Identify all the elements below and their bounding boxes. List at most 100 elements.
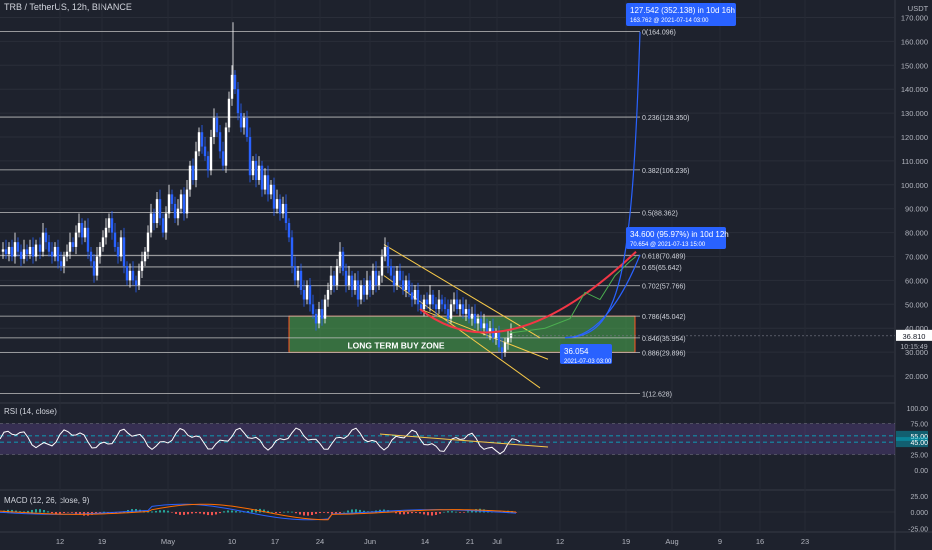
price-tick: 170.000 xyxy=(901,14,928,23)
time-tick: May xyxy=(161,537,175,546)
candle-body xyxy=(116,246,120,257)
macd-histogram-bar xyxy=(283,511,285,513)
macd-histogram-bar xyxy=(503,511,505,513)
candle-body xyxy=(176,208,180,219)
macd-histogram-bar xyxy=(103,511,105,513)
candle-body xyxy=(323,299,327,319)
candle-body xyxy=(7,246,11,255)
candle-body xyxy=(353,280,357,290)
projection-2-label-line2: 70.654 @ 2021-07-13 15:00 xyxy=(630,242,706,248)
time-tick: 12 xyxy=(56,537,64,546)
buy-zone-label: LONG TERM BUY ZONE xyxy=(347,340,444,350)
time-tick: 12 xyxy=(556,537,564,546)
macd-histogram-bar xyxy=(215,512,217,515)
rsi-tick: 100.00 xyxy=(907,406,929,413)
macd-signal-line xyxy=(0,503,517,521)
macd-histogram-bar xyxy=(443,511,445,513)
candle-body xyxy=(224,127,228,166)
candle-body xyxy=(359,285,363,300)
candle-body xyxy=(473,313,477,324)
candle-body xyxy=(65,251,69,257)
candle-body xyxy=(134,280,138,286)
macd-histogram-bar xyxy=(27,510,29,513)
candle-body xyxy=(98,246,102,257)
candle-body xyxy=(266,175,270,195)
candle-body xyxy=(200,132,204,147)
candle-body xyxy=(320,309,324,319)
candle-body xyxy=(470,313,474,319)
price-tick: 130.000 xyxy=(901,109,928,118)
macd-histogram-bar xyxy=(351,509,353,513)
candle-body xyxy=(392,275,396,286)
candle-body xyxy=(227,98,231,128)
candle-body xyxy=(10,246,14,257)
time-tick: 21 xyxy=(466,537,474,546)
macd-histogram-bar xyxy=(295,512,297,514)
candle-body xyxy=(56,246,60,262)
time-tick: Aug xyxy=(665,537,678,546)
macd-histogram-bar xyxy=(195,512,197,514)
candle-body xyxy=(386,246,390,267)
candle-body xyxy=(431,294,435,305)
candle-body xyxy=(113,232,117,247)
macd-histogram-bar xyxy=(155,510,157,513)
candle-body xyxy=(416,289,420,305)
candle-body xyxy=(398,270,402,281)
macd-histogram-bar xyxy=(435,512,437,515)
candle-body xyxy=(25,249,29,255)
candle-body xyxy=(269,184,273,195)
price-tick: 150.000 xyxy=(901,61,928,70)
candle-body xyxy=(401,280,405,290)
fib-label: 0.618(70.489) xyxy=(642,253,686,260)
candle-body xyxy=(287,223,291,238)
price-tick: 60.000 xyxy=(905,276,928,285)
macd-histogram-bar xyxy=(319,512,321,514)
macd-histogram-bar xyxy=(347,510,349,513)
candle-body xyxy=(206,156,210,171)
macd-histogram-bar xyxy=(23,511,25,513)
candle-body xyxy=(182,194,186,214)
price-tick: 140.000 xyxy=(901,85,928,94)
candle-body xyxy=(350,275,354,290)
candle-body xyxy=(479,318,483,329)
macd-histogram-bar xyxy=(455,511,457,513)
channel-top xyxy=(383,244,541,339)
candle-body xyxy=(248,137,252,176)
price-tick: 20.000 xyxy=(905,372,928,381)
channel-bottom xyxy=(383,275,541,389)
fib-label: 0(164.096) xyxy=(642,30,676,37)
macd-histogram-bar xyxy=(403,512,405,515)
candle-body xyxy=(368,280,372,290)
candle-body xyxy=(50,251,54,257)
candle-body xyxy=(440,299,444,305)
candle-body xyxy=(437,299,441,310)
fib-label: 1(12.628) xyxy=(642,392,672,399)
macd-histogram-bar xyxy=(151,511,153,513)
candle-body xyxy=(80,223,84,238)
macd-histogram-bar xyxy=(191,512,193,514)
fib-label: 0.786(45.042) xyxy=(642,314,686,321)
macd-histogram-bar xyxy=(275,512,277,514)
projection-1-label-box xyxy=(626,3,736,26)
macd-histogram-bar xyxy=(43,509,45,513)
macd-histogram-bar xyxy=(211,512,213,516)
current-price: 36.810 xyxy=(903,332,926,341)
candle-body xyxy=(326,289,330,300)
candle-body xyxy=(356,280,360,300)
candle-body xyxy=(314,313,318,324)
candle-body xyxy=(230,74,234,99)
candle-body xyxy=(500,347,504,353)
macd-histogram-bar xyxy=(471,510,473,513)
candle-body xyxy=(395,270,399,286)
macd-histogram-bar xyxy=(15,510,17,513)
candle-body xyxy=(275,199,279,209)
macd-histogram-bar xyxy=(431,512,433,516)
candle-body xyxy=(143,251,147,262)
candle-body xyxy=(68,242,72,252)
macd-histogram-bar xyxy=(251,509,253,513)
candle-body xyxy=(497,332,501,348)
macd-histogram-bar xyxy=(315,512,317,514)
macd-histogram-bar xyxy=(339,512,341,514)
time-tick: Jun xyxy=(364,537,376,546)
